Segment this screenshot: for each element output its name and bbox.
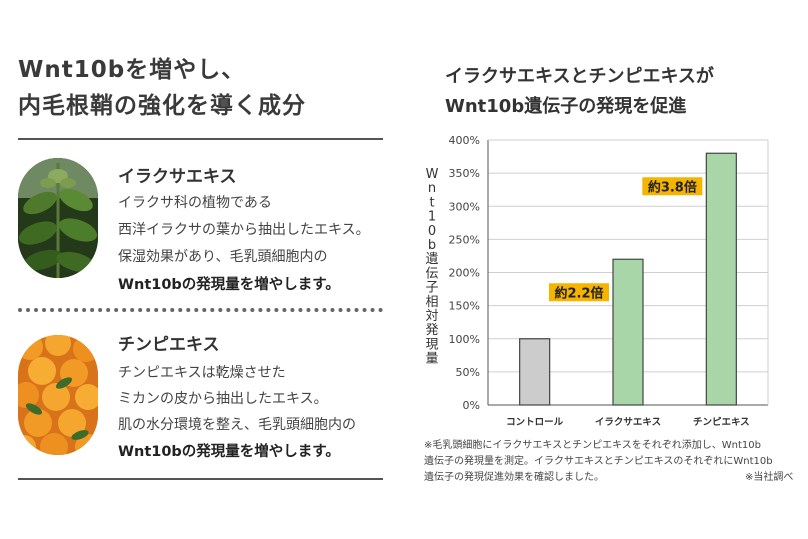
x-tick-label: イラクサエキス (595, 417, 661, 428)
nettle-desc-line: 西洋イラクサの葉から抽出したエキス。 (118, 222, 370, 238)
bar (705, 152, 737, 406)
y-tick-label: 250% (449, 233, 480, 246)
bottom-divider (18, 478, 383, 480)
y-axis-label-char: 量 (425, 352, 438, 367)
nettle-photo (18, 158, 98, 278)
nettle-desc-bold: Wnt10bの発現量を増やします。 (118, 277, 340, 293)
section-title-nettle: イラクサエキス (118, 167, 237, 187)
annotation-highlight (642, 177, 703, 196)
y-axis-label-char: t (429, 195, 434, 210)
y-axis-label-char: n (428, 181, 436, 196)
chart-title: イラクサエキスとチンピエキスが Wnt10b遺伝子の発現を促進 (445, 62, 714, 122)
annotation-label: 約2.2倍 (554, 285, 603, 301)
left-title: Wnt10bを増やし、 内毛根鞘の強化を導く成分 (18, 52, 388, 124)
citrus-desc-line: 肌の水分環境を整え、毛乳頭細胞内の (118, 417, 356, 433)
y-axis-label-char: b (428, 238, 436, 253)
nettle-desc-line: イラクサ科の植物である (118, 195, 272, 211)
citrus-desc-line: チンピエキスは乾燥させた (118, 365, 286, 381)
y-tick-label: 0% (463, 399, 480, 412)
y-axis-label-char: 発 (425, 323, 438, 338)
y-axis-label-char: 遺 (425, 252, 438, 267)
section-title-citrus: チンピエキス (118, 335, 220, 355)
footnote-line: 遺伝子の発現促進効果を確認しました。 (424, 472, 604, 483)
bar (519, 338, 551, 406)
source-note: ※当社調べ (745, 472, 794, 483)
top-divider (18, 138, 383, 140)
left-title-line2: 内毛根鞘の強化を導く成分 (18, 93, 306, 119)
section-divider (18, 308, 383, 312)
y-tick-label: 100% (449, 333, 480, 346)
chart-title-line2: Wnt10b遺伝子の発現を促進 (445, 96, 687, 117)
y-tick-label: 200% (449, 267, 480, 280)
y-tick-label: 400% (449, 134, 480, 147)
citrus-desc-line: ミカンの皮から抽出したエキス。 (118, 391, 328, 407)
y-axis-label-char: 子 (425, 281, 438, 296)
y-axis-label-char: W (426, 167, 439, 182)
footnote-line: 遺伝子の発現量を測定。イラクサエキスとチンピエキスのそれぞれにWnt10b (424, 456, 773, 467)
y-tick-label: 150% (449, 300, 480, 313)
x-tick-label: チンピエキス (693, 416, 750, 428)
left-title-line1: Wnt10bを増やし、 (18, 57, 246, 83)
nettle-desc-line: 保湿効果があり、毛乳頭細胞内の (118, 249, 328, 265)
y-axis-label-char: 1 (428, 210, 436, 225)
chart-title-line1: イラクサエキスとチンピエキスが (445, 66, 714, 87)
y-tick-label: 350% (449, 167, 480, 180)
annotation-label: 約3.8倍 (648, 179, 697, 195)
y-axis-label-char: 現 (425, 337, 438, 352)
y-axis-label-char: 0 (428, 224, 436, 239)
x-tick-label: コントロール (506, 417, 564, 428)
footnote-line: ※毛乳頭細胞にイラクサエキスとチンピエキスをそれぞれ添加し、Wnt10b (424, 440, 761, 451)
y-axis-label-char: 相 (425, 295, 438, 310)
mandarin-photo (18, 335, 98, 455)
y-tick-label: 300% (449, 200, 480, 213)
y-axis-label-char: 対 (425, 309, 438, 324)
y-axis-label-char: 伝 (425, 266, 438, 281)
y-tick-label: 50% (456, 366, 480, 379)
annotation-highlight (549, 283, 609, 302)
citrus-desc-bold: Wnt10bの発現量を増やします。 (118, 444, 340, 460)
bar (612, 258, 644, 406)
